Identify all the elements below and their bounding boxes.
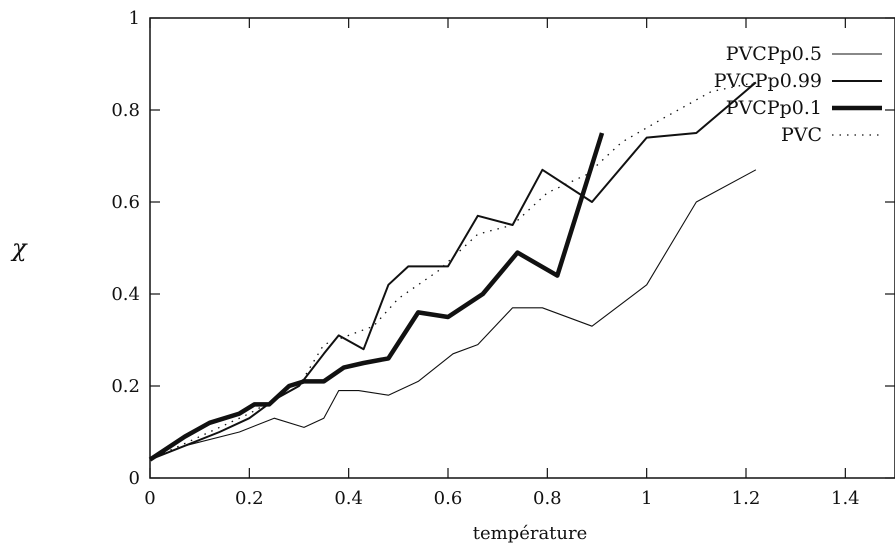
y-tick-label: 0 [129,468,140,489]
y-tick-label: 0.2 [111,376,140,397]
legend-label: PVCPp0.1 [726,97,822,119]
y-axis-title: χ [10,234,28,262]
axis-ticks [149,17,895,479]
x-axis-title: température [473,523,588,544]
series-lines [148,81,757,462]
legend-label: PVC [781,124,822,146]
x-tick-label: 0.6 [434,488,463,509]
plot-frame [149,17,895,479]
axis-tick-labels: 0 0.2 0.4 0.6 0.8 1 1.2 1.4 0 0.2 0.4 0.6 0.8 1 [111,8,859,509]
series-line-pvc [149,81,757,461]
x-tick-label: 1 [641,488,652,509]
x-tick-label: 0.4 [334,488,363,509]
y-tick-label: 1 [129,8,140,29]
x-tick-label: 0.8 [533,488,562,509]
y-tick-label: 0.8 [111,100,140,121]
series-line-pvcpp0-5 [149,169,757,461]
legend: PVCPp0.5 PVCPp0.99 PVCPp0.1 PVC [714,43,882,146]
x-tick-label: 1.4 [831,488,860,509]
y-tick-label: 0.6 [111,192,140,213]
x-tick-label: 1.2 [732,488,761,509]
legend-label: PVCPp0.99 [714,70,822,92]
x-tick-label: 0 [144,488,155,509]
y-tick-label: 0.4 [111,284,140,305]
series-line-pvcpp0-99 [149,81,757,461]
series-line-pvcpp0-1 [148,132,605,462]
x-tick-label: 0.2 [235,488,264,509]
legend-label: PVCPp0.5 [726,43,822,65]
